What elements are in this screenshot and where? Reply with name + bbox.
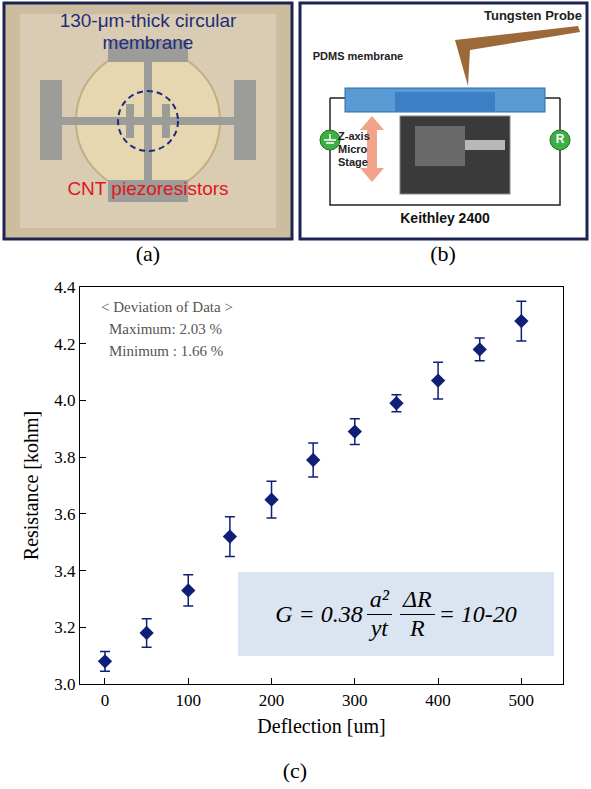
html-text:(c): (c) [282, 758, 308, 783]
svg-text:100: 100 [176, 691, 202, 710]
html-text:CNT piezoresistors: CNT piezoresistors [67, 178, 229, 199]
svg-text:3.4: 3.4 [54, 562, 76, 581]
svg-text:3.8: 3.8 [54, 448, 75, 467]
svg-text:Resistance [kohm]: Resistance [kohm] [20, 411, 42, 560]
html-text:= 10-20: = 10-20 [438, 600, 517, 627]
html-text:G = 0.38: G = 0.38 [275, 600, 363, 627]
svg-text:3.0: 3.0 [54, 675, 75, 694]
svg-text:500: 500 [509, 691, 535, 710]
html-text:(a): (a) [135, 241, 161, 266]
svg-text:3.2: 3.2 [54, 618, 75, 637]
html-text:a²: a² [369, 585, 389, 612]
html-text:R: R [409, 614, 425, 641]
html-text:yt: yt [370, 614, 388, 641]
html-text:ΔR: ΔR [402, 585, 432, 612]
html-text:130-μm-thick circular membrane: 130-μm-thick circular membrane [59, 10, 237, 53]
svg-text:400: 400 [425, 691, 451, 710]
svg-text:300: 300 [342, 691, 368, 710]
svg-text:0: 0 [101, 691, 110, 710]
svg-text:Minimum : 1.66 %: Minimum : 1.66 % [109, 343, 223, 359]
html-text:Tungsten Probe: Tungsten Probe [484, 8, 582, 23]
svg-text:3.6: 3.6 [54, 505, 75, 524]
svg-text:Maximum: 2.03 %: Maximum: 2.03 % [109, 321, 222, 337]
svg-text:Deflection [um]: Deflection [um] [257, 715, 385, 737]
html-text:PDMS membrane: PDMS membrane [312, 50, 404, 62]
html-text:R: R [555, 132, 565, 146]
html-text:Keithley 2400: Keithley 2400 [400, 210, 490, 226]
svg-text:4.2: 4.2 [54, 335, 75, 354]
html-text:(b): (b) [430, 241, 456, 266]
svg-text:< Deviation of Data >: < Deviation of Data > [101, 299, 233, 315]
svg-text:4.4: 4.4 [54, 278, 76, 297]
svg-text:200: 200 [259, 691, 285, 710]
svg-text:4.0: 4.0 [54, 391, 75, 410]
html-text:Z-axis Micro Stage: Z-axis Micro Stage [338, 130, 370, 168]
